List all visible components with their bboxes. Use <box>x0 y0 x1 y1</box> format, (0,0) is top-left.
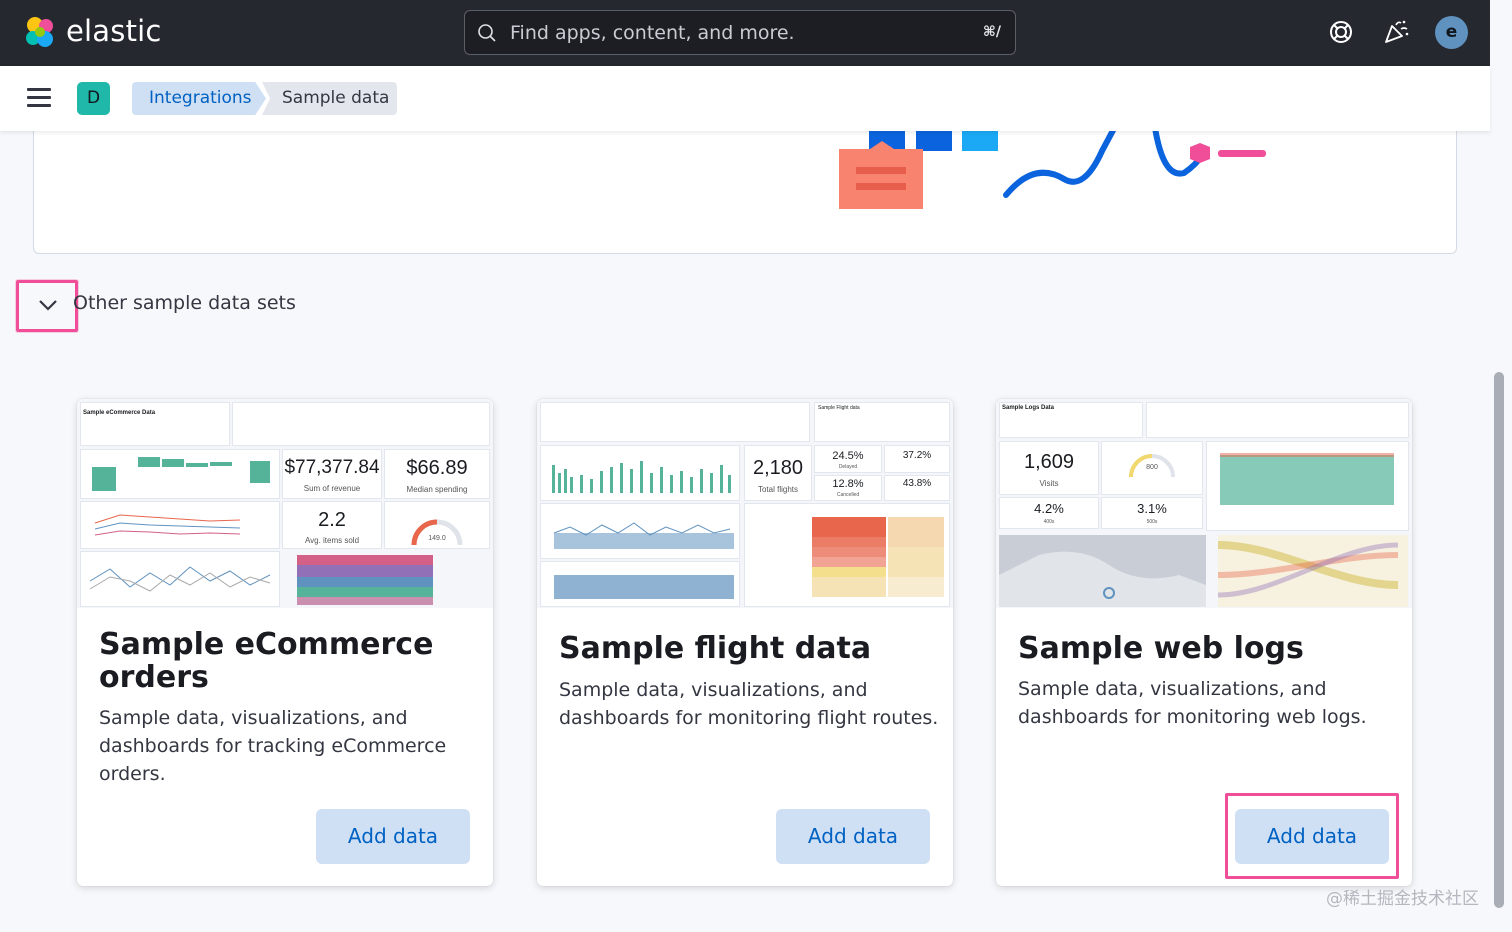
metric-avg-items-label: Avg. items sold <box>304 536 360 545</box>
ecommerce-gauge <box>411 519 463 546</box>
ecommerce-stacked-bars <box>297 555 433 605</box>
metric-median-spending-label: Median spending <box>406 485 468 494</box>
metric-total-flights-label: Total flights <box>757 485 799 494</box>
metric-cancelled-pct: 12.8% <box>832 478 864 490</box>
ecommerce-dashboard-thumbnail: Sample eCommerce Data $77,377.84 Sum of … <box>77 399 493 608</box>
web-logs-sankey-chart <box>1218 535 1408 607</box>
metric-cancelled-label: Cancelled <box>836 492 860 498</box>
metric-400s-label: 400s <box>1043 519 1055 525</box>
chevron-down-icon <box>39 300 57 311</box>
highlight-box <box>1225 793 1399 879</box>
card-title[interactable]: Sample web logs <box>1018 631 1304 666</box>
web-logs-map <box>999 535 1206 607</box>
flight-bar-chart <box>552 461 731 493</box>
breadcrumb-sample-data: Sample data <box>262 82 397 115</box>
metric-500s: 3.1% <box>1137 501 1167 516</box>
card-sample-flights: Sample Flight data 2,180 Total flights 2… <box>537 399 953 886</box>
add-ecommerce-data-button[interactable]: Add data <box>316 809 470 864</box>
other-datasets-toggle-button[interactable] <box>16 280 78 332</box>
hamburger-menu-icon[interactable] <box>27 88 51 108</box>
gauge-value: 149.0 <box>428 535 446 542</box>
space-avatar[interactable]: D <box>77 82 110 115</box>
gauge-value: 800 <box>1146 464 1158 471</box>
page-scrollbar[interactable] <box>1494 372 1504 908</box>
search-shortcut: ⌘/ <box>982 24 1001 40</box>
card-sample-web-logs: Sample Logs Data 1,609 Visits 800 4.2% 4… <box>996 399 1412 886</box>
add-flight-data-button[interactable]: Add data <box>776 809 930 864</box>
brand-name: elastic <box>66 14 162 48</box>
search-placeholder: Find apps, content, and more. <box>510 22 795 44</box>
metric-delayed-pct: 24.5% <box>832 450 864 462</box>
card-description: Sample data, visualizations, and dashboa… <box>99 707 447 785</box>
ecommerce-line-chart <box>94 514 241 536</box>
metric-delayed-label: Delayed <box>838 464 858 470</box>
watermark: @稀土掘金技术社区 <box>1326 889 1479 909</box>
search-icon <box>478 24 496 42</box>
flight-delay-chart <box>553 522 734 549</box>
thumb-header: Sample eCommerce Data <box>83 410 156 416</box>
metric-pct-2: 37.2% <box>902 450 932 461</box>
metric-visits-label: Visits <box>1039 479 1059 488</box>
card-description: Sample data, visualizations, and dashboa… <box>559 679 939 729</box>
elastic-logo-icon[interactable] <box>22 14 58 50</box>
flight-dashboard-thumbnail: Sample Flight data 2,180 Total flights 2… <box>537 399 953 608</box>
add-web-logs-data-button[interactable]: Add data <box>1235 809 1389 864</box>
top-header: elastic Find apps, content, and more. ⌘/… <box>0 0 1490 66</box>
web-logs-area-chart <box>1220 453 1394 505</box>
card-sample-ecommerce: Sample eCommerce Data $77,377.84 Sum of … <box>77 399 493 886</box>
metric-total-flights: 2,180 <box>752 457 804 479</box>
thumb-header: Sample Logs Data <box>1002 405 1055 411</box>
metric-sum-revenue-label: Sum of revenue <box>303 484 361 493</box>
help-lifebuoy-icon[interactable] <box>1326 17 1356 47</box>
card-title[interactable]: Sample flight data <box>559 631 872 666</box>
global-search-input[interactable]: Find apps, content, and more. ⌘/ <box>464 10 1016 55</box>
breadcrumb-bar: D Integrations Sample data <box>0 66 1490 131</box>
metric-500s-label: 500s <box>1146 519 1158 525</box>
ecommerce-trend-chart <box>89 566 271 592</box>
flight-delay-table <box>812 517 944 597</box>
metric-avg-items: 2.2 <box>318 509 346 531</box>
ecommerce-bar-chart <box>92 457 270 491</box>
card-description: Sample data, visualizations, and dashboa… <box>1018 678 1367 728</box>
thumb-header: Sample Flight data <box>818 405 860 411</box>
other-datasets-label[interactable]: Other sample data sets <box>73 292 296 314</box>
flight-delay-type-chart <box>554 575 734 599</box>
card-title[interactable]: Sample eCommerce orders <box>99 627 434 695</box>
metric-sum-revenue: $77,377.84 <box>284 457 380 478</box>
user-avatar[interactable]: e <box>1435 16 1468 49</box>
metric-visits: 1,609 <box>1023 451 1075 473</box>
newsfeed-icon[interactable] <box>1381 17 1411 47</box>
web-logs-gauge <box>1129 454 1175 478</box>
metric-median-spending: $66.89 <box>406 457 468 479</box>
web-logs-dashboard-thumbnail: Sample Logs Data 1,609 Visits 800 4.2% 4… <box>996 399 1412 608</box>
metric-pct-4: 43.8% <box>902 478 932 489</box>
metric-400s: 4.2% <box>1034 501 1064 516</box>
breadcrumb-integrations[interactable]: Integrations <box>132 82 266 115</box>
